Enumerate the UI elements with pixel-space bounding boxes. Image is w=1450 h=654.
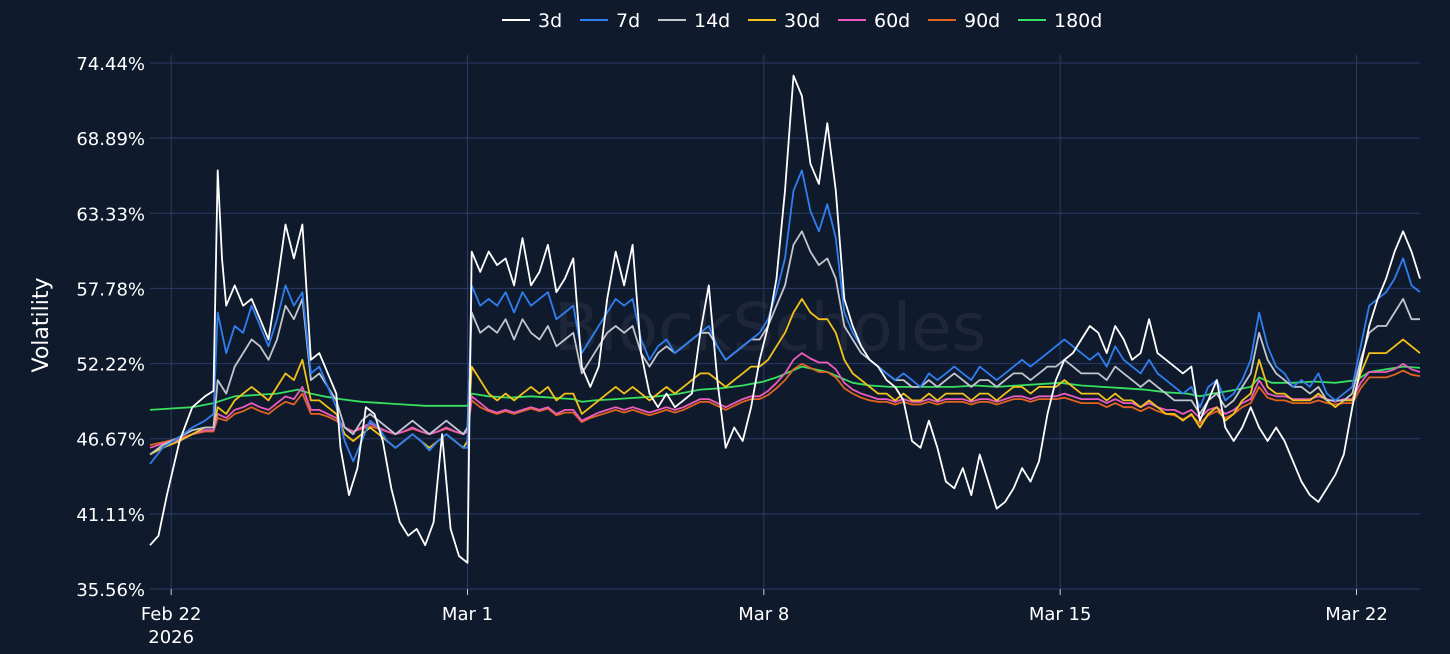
legend-item-7d[interactable]: 7d xyxy=(580,10,640,32)
x-tick-label: Mar 8 xyxy=(738,604,789,625)
x-tick-label: Feb 22 xyxy=(141,604,202,625)
y-tick-label: 68.89% xyxy=(76,129,145,150)
y-axis: 35.56% 41.11% 46.67% 52.22% 57.78% 63.33% 68.8… xyxy=(76,54,145,601)
legend-label: 60d xyxy=(874,10,910,32)
legend: 3d 7d 14d 30d 60d 90d 180d xyxy=(502,10,1102,32)
x-tick-sublabel: 2026 xyxy=(148,627,194,648)
legend-item-60d[interactable]: 60d xyxy=(838,10,910,32)
y-tick-label: 46.67% xyxy=(76,430,145,451)
legend-item-30d[interactable]: 30d xyxy=(748,10,820,32)
legend-label: 3d xyxy=(538,10,562,32)
x-tick-label: Mar 1 xyxy=(442,604,493,625)
y-tick-label: 41.11% xyxy=(76,505,145,526)
y-tick-label: 52.22% xyxy=(76,355,145,376)
x-tick-label: Mar 22 xyxy=(1325,604,1388,625)
series-line-7d xyxy=(149,169,1421,465)
x-tick-label: Mar 15 xyxy=(1029,604,1092,625)
y-tick-label: 35.56% xyxy=(76,580,145,601)
series-lines xyxy=(149,74,1421,564)
legend-label: 30d xyxy=(784,10,820,32)
legend-label: 90d xyxy=(964,10,1000,32)
series-line-30d xyxy=(149,298,1421,456)
y-axis-label: Volatility xyxy=(29,277,54,372)
legend-item-180d[interactable]: 180d xyxy=(1018,10,1102,32)
legend-item-3d[interactable]: 3d xyxy=(502,10,562,32)
legend-item-90d[interactable]: 90d xyxy=(928,10,1000,32)
y-tick-label: 74.44% xyxy=(76,54,145,75)
series-line-3d xyxy=(149,74,1421,564)
y-tick-label: 63.33% xyxy=(76,204,145,225)
legend-label: 180d xyxy=(1054,10,1102,32)
legend-label: 7d xyxy=(616,10,640,32)
legend-label: 14d xyxy=(694,10,730,32)
watermark: BlockScholes xyxy=(554,289,986,366)
series-line-90d xyxy=(149,363,1421,446)
y-tick-label: 57.78% xyxy=(76,279,145,300)
legend-item-14d[interactable]: 14d xyxy=(658,10,730,32)
